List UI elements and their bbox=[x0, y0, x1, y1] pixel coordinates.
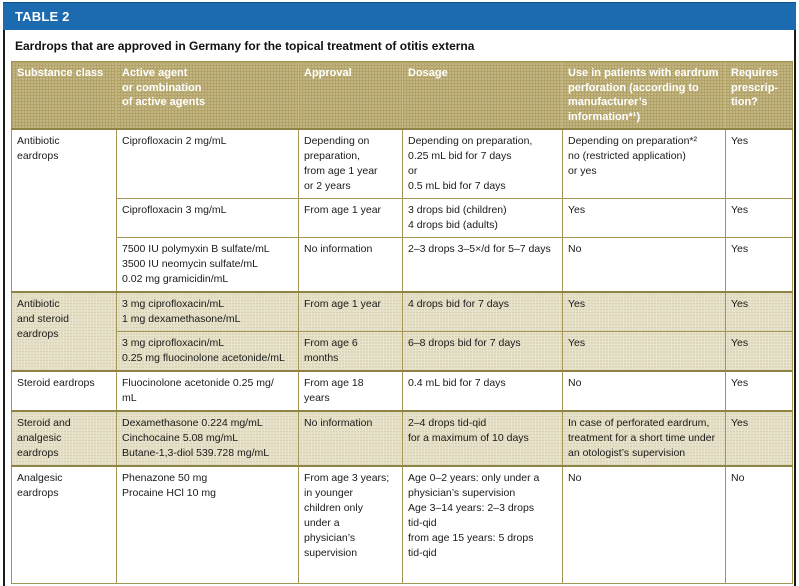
prescription-cell: Yes bbox=[725, 198, 793, 238]
agent-cell: 3 mg ciprofloxacin/mL 1 mg dexamethasone… bbox=[116, 291, 299, 332]
table-row: Antibiotic and steroid eardrops 3 mg cip… bbox=[11, 291, 793, 372]
prescription-cell: Yes bbox=[725, 237, 793, 293]
substance-class-cell: Steroid eardrops bbox=[11, 370, 117, 412]
header-row: Substance class Active agent or combinat… bbox=[11, 61, 793, 130]
eardrops-table: Substance class Active agent or combinat… bbox=[11, 61, 793, 584]
approval-cell: From age 1 year bbox=[298, 291, 403, 332]
col-header-perforation: Use in patients with eardrum perforation… bbox=[562, 61, 726, 130]
table-title: Eardrops that are approved in Germany fo… bbox=[15, 39, 475, 53]
agent-cell: Ciprofloxacin 3 mg/mL bbox=[116, 198, 299, 238]
table-number-label: TABLE 2 bbox=[15, 9, 70, 24]
substance-class-cell: Antibiotic eardrops bbox=[11, 128, 117, 293]
dosage-cell: 2–4 drops tid-qid for a maximum of 10 da… bbox=[402, 410, 563, 467]
table-row: 3 mg ciprofloxacin/mL 0.25 mg fluocinolo… bbox=[12, 331, 793, 372]
approval-cell: From age 3 years; in younger children on… bbox=[298, 465, 403, 584]
col-header-substance-class: Substance class bbox=[11, 61, 117, 130]
table-row: 7500 IU polymyxin B sulfate/mL 3500 IU n… bbox=[12, 237, 793, 293]
dosage-cell: Age 0–2 years: only under a physician’s … bbox=[402, 465, 563, 584]
table-row: Analgesic eardrops Phenazone 50 mg Proca… bbox=[11, 465, 793, 584]
agent-cell: 7500 IU polymyxin B sulfate/mL 3500 IU n… bbox=[116, 237, 299, 293]
approval-cell: No information bbox=[298, 410, 403, 467]
prescription-cell: No bbox=[725, 465, 793, 584]
perforation-cell: No bbox=[562, 237, 726, 293]
agent-cell: Ciprofloxacin 2 mg/mL bbox=[116, 128, 299, 199]
table-box: Eardrops that are approved in Germany fo… bbox=[3, 30, 796, 586]
col-header-dosage: Dosage bbox=[402, 61, 563, 130]
agent-cell: 3 mg ciprofloxacin/mL 0.25 mg fluocinolo… bbox=[116, 331, 299, 372]
dosage-cell: 4 drops bid for 7 days bbox=[402, 291, 563, 332]
approval-cell: No information bbox=[298, 237, 403, 293]
prescription-cell: Yes bbox=[725, 331, 793, 372]
dosage-cell: 0.4 mL bid for 7 days bbox=[402, 370, 563, 412]
dosage-cell: 3 drops bid (children) 4 drops bid (adul… bbox=[402, 198, 563, 238]
table-number-bar: TABLE 2 bbox=[3, 2, 796, 30]
agent-cell: Fluocinolone acetonide 0.25 mg/ mL bbox=[116, 370, 299, 412]
substance-class-cell: Analgesic eardrops bbox=[11, 465, 117, 584]
substance-class-cell: Steroid and analgesic eardrops bbox=[11, 410, 117, 467]
prescription-cell: Yes bbox=[725, 410, 793, 467]
approval-cell: From age 6 months bbox=[298, 331, 403, 372]
perforation-cell: No bbox=[562, 370, 726, 412]
prescription-cell: Yes bbox=[725, 370, 793, 412]
perforation-cell: Yes bbox=[562, 291, 726, 332]
perforation-cell: Yes bbox=[562, 331, 726, 372]
agent-cell: Phenazone 50 mg Procaine HCl 10 mg bbox=[116, 465, 299, 584]
perforation-cell: No bbox=[562, 465, 726, 584]
prescription-cell: Yes bbox=[725, 128, 793, 199]
perforation-cell: Depending on preparation*² no (restricte… bbox=[562, 128, 726, 199]
approval-cell: From age 1 year bbox=[298, 198, 403, 238]
approval-cell: From age 18 years bbox=[298, 370, 403, 412]
col-header-active-agent: Active agent or combination of active ag… bbox=[116, 61, 299, 130]
table-row: Steroid eardrops Fluocinolone acetonide … bbox=[11, 370, 793, 412]
col-header-prescription: Requires prescrip- tion? bbox=[725, 61, 793, 130]
agent-cell: Dexamethasone 0.224 mg/mL Cinchocaine 5.… bbox=[116, 410, 299, 467]
prescription-cell: Yes bbox=[725, 291, 793, 332]
perforation-cell: In case of perforated eardrum, treatment… bbox=[562, 410, 726, 467]
col-header-approval: Approval bbox=[298, 61, 403, 130]
dosage-cell: 2–3 drops 3–5×/d for 5–7 days bbox=[402, 237, 563, 293]
approval-cell: Depending on preparation, from age 1 yea… bbox=[298, 128, 403, 199]
table-row: Ciprofloxacin 3 mg/mL From age 1 year 3 … bbox=[12, 198, 793, 238]
dosage-cell: Depending on preparation, 0.25 mL bid fo… bbox=[402, 128, 563, 199]
dosage-cell: 6–8 drops bid for 7 days bbox=[402, 331, 563, 372]
substance-class-cell: Antibiotic and steroid eardrops bbox=[11, 291, 117, 372]
table-row: Antibiotic eardrops Ciprofloxacin 2 mg/m… bbox=[11, 128, 793, 293]
table-row: Steroid and analgesic eardrops Dexametha… bbox=[11, 410, 793, 467]
perforation-cell: Yes bbox=[562, 198, 726, 238]
